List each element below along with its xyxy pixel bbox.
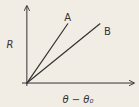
y-axis-label: R (7, 39, 14, 50)
x-axis-label: θ − θ₀ (63, 94, 94, 105)
y-axis (26, 6, 27, 86)
series-label: B (104, 26, 111, 37)
line (27, 24, 68, 83)
series-label: A (64, 12, 71, 23)
plot-area (27, 24, 100, 83)
chart: ABθ − θ₀R (0, 0, 139, 107)
series-labels: AB (64, 12, 111, 37)
line (27, 24, 100, 83)
x-axis (22, 83, 134, 84)
chart-container: ABθ − θ₀R (0, 0, 139, 107)
